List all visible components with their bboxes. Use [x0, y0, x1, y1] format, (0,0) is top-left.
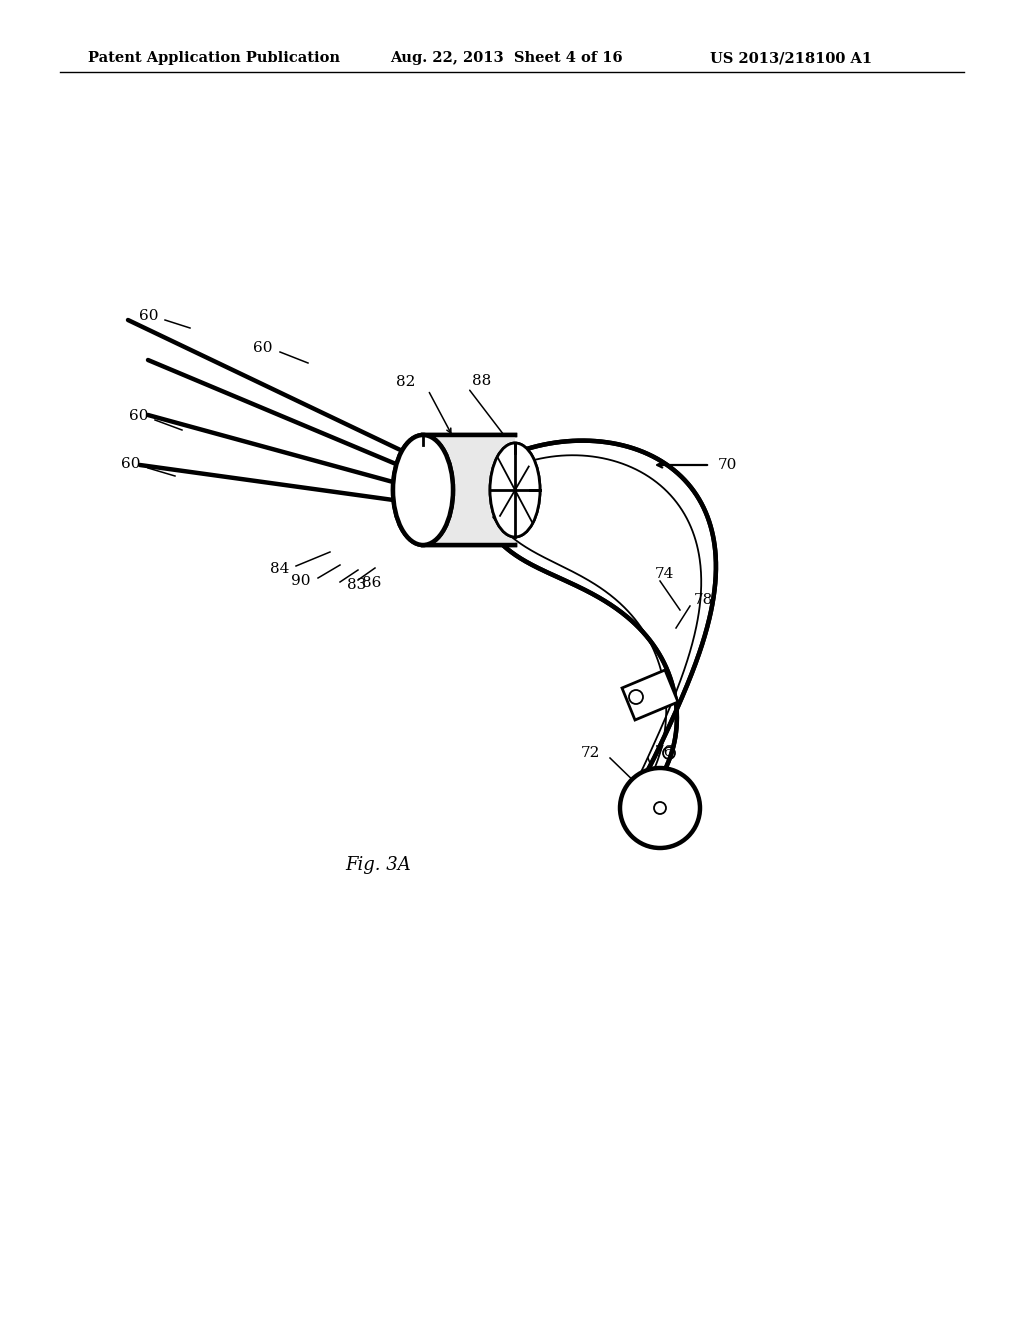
Text: 78: 78 [694, 593, 714, 607]
Polygon shape [490, 441, 716, 795]
Circle shape [620, 768, 700, 847]
Text: US 2013/218100 A1: US 2013/218100 A1 [710, 51, 872, 65]
Text: 60: 60 [254, 341, 273, 355]
Text: 60: 60 [122, 457, 141, 471]
Ellipse shape [393, 436, 453, 545]
Text: 60: 60 [138, 309, 158, 323]
Text: 84: 84 [269, 562, 289, 576]
Ellipse shape [490, 444, 540, 537]
Text: 83: 83 [347, 578, 367, 591]
Text: 70: 70 [718, 458, 737, 473]
Text: 76: 76 [655, 744, 675, 759]
Text: 60: 60 [128, 409, 148, 422]
Text: Aug. 22, 2013  Sheet 4 of 16: Aug. 22, 2013 Sheet 4 of 16 [390, 51, 623, 65]
Polygon shape [622, 671, 678, 719]
Text: 88: 88 [472, 374, 492, 388]
Text: Fig. 3A: Fig. 3A [345, 855, 411, 874]
Text: 72: 72 [581, 746, 600, 760]
Text: 74: 74 [655, 568, 675, 581]
Text: 82: 82 [395, 375, 415, 389]
Text: Patent Application Publication: Patent Application Publication [88, 51, 340, 65]
Ellipse shape [490, 444, 540, 537]
Ellipse shape [393, 436, 453, 545]
Text: 86: 86 [362, 576, 381, 590]
Text: 90: 90 [292, 574, 311, 587]
FancyBboxPatch shape [420, 436, 515, 545]
